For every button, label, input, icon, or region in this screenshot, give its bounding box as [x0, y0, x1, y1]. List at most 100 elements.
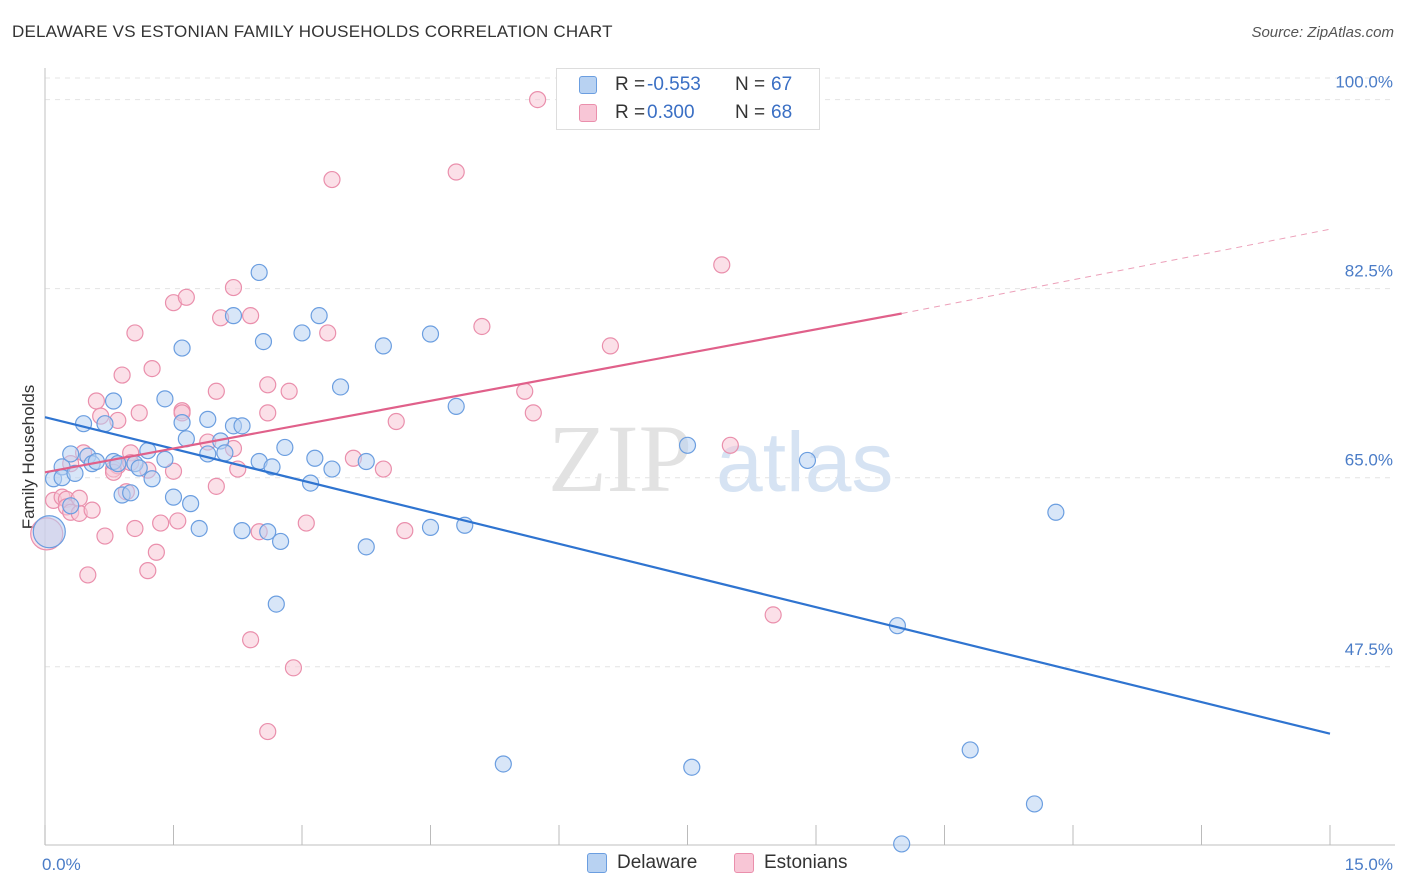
estonians-point — [242, 307, 260, 325]
delaware-points — [32, 263, 1065, 853]
delaware-point — [62, 445, 80, 463]
delaware-point — [961, 741, 979, 759]
axes — [44, 68, 1395, 846]
estonians-point — [387, 412, 405, 431]
delaware-point — [331, 378, 350, 396]
x-tick-label: 15.0% — [1345, 855, 1393, 874]
delaware-point — [310, 307, 328, 325]
delaware-point — [199, 410, 217, 428]
y-tick-label: 82.5% — [1345, 262, 1393, 281]
estonians-point — [242, 631, 260, 649]
delaware-point — [447, 397, 465, 416]
delaware-point — [233, 417, 251, 435]
legend-label: Estonians — [764, 852, 848, 873]
x-tick-labels: 0.0% 15.0% — [42, 855, 1393, 874]
estonians-point — [323, 170, 341, 189]
y-tick-labels: 47.5% 65.0% 82.5% 100.0% — [1335, 73, 1393, 659]
estonians-point — [113, 366, 131, 384]
delaware-point — [254, 332, 273, 351]
delaware-point — [156, 450, 174, 468]
delaware-point — [66, 464, 84, 482]
delaware-point — [233, 522, 251, 540]
estonians-trend-extension — [901, 228, 1331, 314]
estonians-point — [447, 163, 465, 181]
delaware-point — [323, 460, 341, 478]
estonians-point — [79, 566, 97, 584]
y-tick-label: 100.0% — [1335, 73, 1393, 92]
estonians-point — [516, 382, 534, 400]
watermark: ZIP atlas — [548, 405, 893, 512]
estonians-swatch — [579, 104, 597, 122]
delaware-point — [182, 495, 200, 513]
x-tick-label: 0.0% — [42, 855, 81, 874]
estonians-point — [284, 659, 303, 677]
r-value: 0.300 — [647, 102, 695, 123]
chart-title: DELAWARE VS ESTONIAN FAMILY HOUSEHOLDS C… — [12, 22, 613, 41]
delaware-point — [104, 392, 123, 410]
estonians-point — [126, 519, 144, 538]
delaware-point — [374, 337, 392, 355]
delaware-point — [893, 835, 911, 853]
estonians-point — [374, 460, 392, 478]
delaware-point — [263, 458, 281, 476]
estonians-point — [524, 404, 542, 422]
series-legend: Delaware Estonians — [0, 852, 1406, 876]
estonians-point — [207, 477, 225, 495]
estonians-point — [207, 382, 225, 400]
delaware-point — [293, 324, 311, 342]
n-value: 68 — [771, 102, 793, 123]
delaware-point — [271, 532, 290, 551]
estonians-point — [601, 337, 620, 355]
estonians-point — [87, 392, 106, 410]
estonians-point — [473, 317, 491, 336]
delaware-point — [678, 436, 697, 454]
delaware-point — [216, 444, 234, 462]
delaware-point — [62, 497, 80, 515]
delaware-point — [224, 307, 243, 325]
estonians-point — [224, 278, 243, 297]
delaware-trend-line — [44, 416, 1331, 735]
y-tick-label: 65.0% — [1345, 451, 1393, 470]
y-tick-label: 47.5% — [1345, 640, 1393, 659]
delaware-point — [306, 449, 324, 467]
delaware-point — [798, 451, 817, 470]
estonians-point — [764, 606, 782, 624]
r-label: R = — [615, 74, 646, 95]
n-label: N = — [735, 74, 766, 95]
delaware-point — [139, 442, 157, 460]
trend-lines — [44, 228, 1331, 735]
estonians-swatch — [734, 853, 754, 873]
estonians-point — [259, 722, 277, 741]
n-value: 67 — [771, 74, 793, 95]
delaware-point — [250, 263, 268, 282]
delaware-point — [357, 538, 375, 556]
delaware-point — [156, 390, 174, 408]
delaware-point — [421, 518, 440, 536]
delaware-point — [143, 470, 161, 488]
delaware-point — [173, 414, 191, 432]
source-note: Source: ZipAtlas.com — [1251, 24, 1394, 41]
delaware-swatch — [587, 853, 607, 873]
delaware-point — [683, 758, 701, 776]
delaware-point — [74, 415, 93, 433]
estonians-point — [713, 256, 731, 274]
gridlines — [45, 77, 1395, 668]
delaware-point — [494, 755, 512, 773]
r-label: R = — [615, 102, 646, 123]
n-label: N = — [735, 102, 766, 123]
estonians-point — [152, 514, 170, 532]
estonians-point — [169, 512, 187, 530]
estonians-point — [259, 404, 277, 422]
delaware-point — [357, 452, 375, 471]
estonians-point — [130, 404, 148, 422]
estonians-point — [164, 462, 183, 480]
estonians-point — [528, 91, 547, 109]
estonians-point — [259, 376, 277, 394]
estonians-point — [139, 562, 157, 580]
watermark-zip: ZIP — [548, 405, 692, 512]
delaware-point — [130, 459, 148, 477]
legend-label: Delaware — [617, 852, 698, 873]
estonians-point — [319, 324, 337, 342]
delaware-point — [276, 438, 294, 457]
